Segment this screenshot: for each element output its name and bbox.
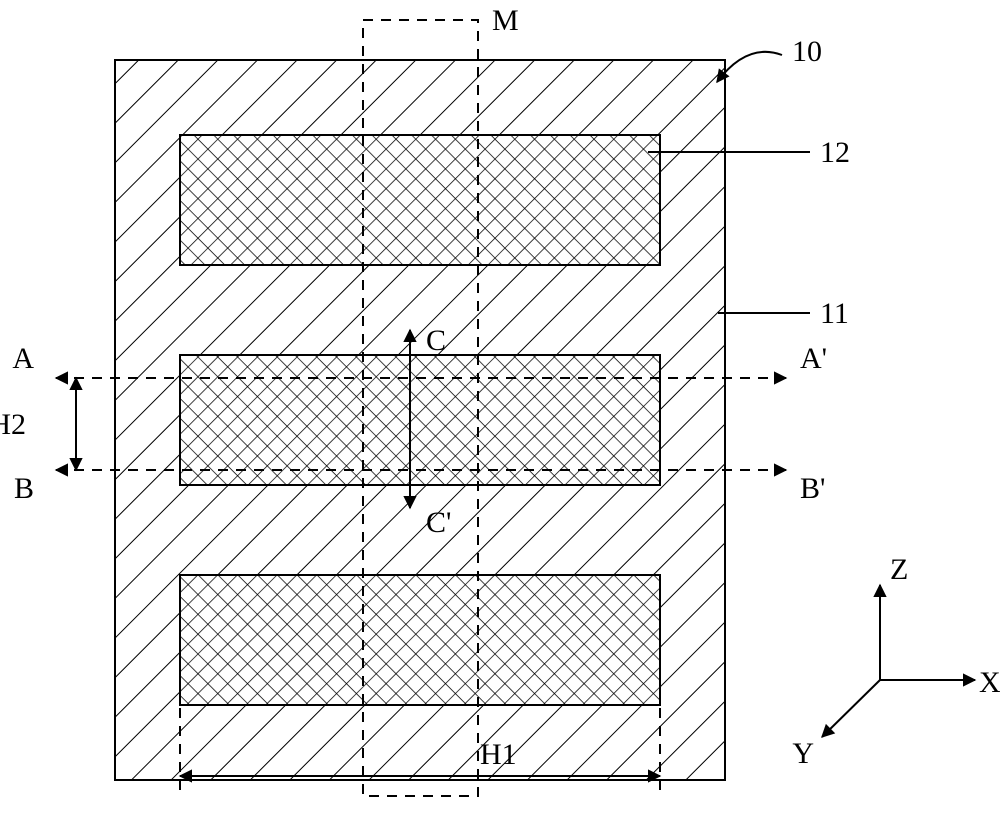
label-X: X [979, 666, 1000, 699]
label-11: 11 [820, 297, 849, 330]
label-12: 12 [820, 136, 850, 169]
label-Bp: B' [800, 472, 825, 505]
label-M: M [492, 4, 519, 37]
label-B: B [14, 472, 34, 505]
region-12-2 [180, 575, 660, 705]
label-10: 10 [792, 35, 822, 68]
label-Z: Z [890, 553, 908, 586]
label-Cp: C' [426, 506, 451, 539]
label-Y: Y [792, 737, 814, 770]
label-A: A [12, 342, 34, 375]
region-12-0 [180, 135, 660, 265]
label-H1: H1 [480, 738, 517, 771]
label-H2: H2 [0, 408, 26, 441]
label-C: C [426, 324, 446, 357]
label-Ap: A' [800, 342, 827, 375]
leader-10 [717, 52, 782, 82]
region-12-1 [180, 355, 660, 485]
axis-Y [822, 680, 880, 737]
